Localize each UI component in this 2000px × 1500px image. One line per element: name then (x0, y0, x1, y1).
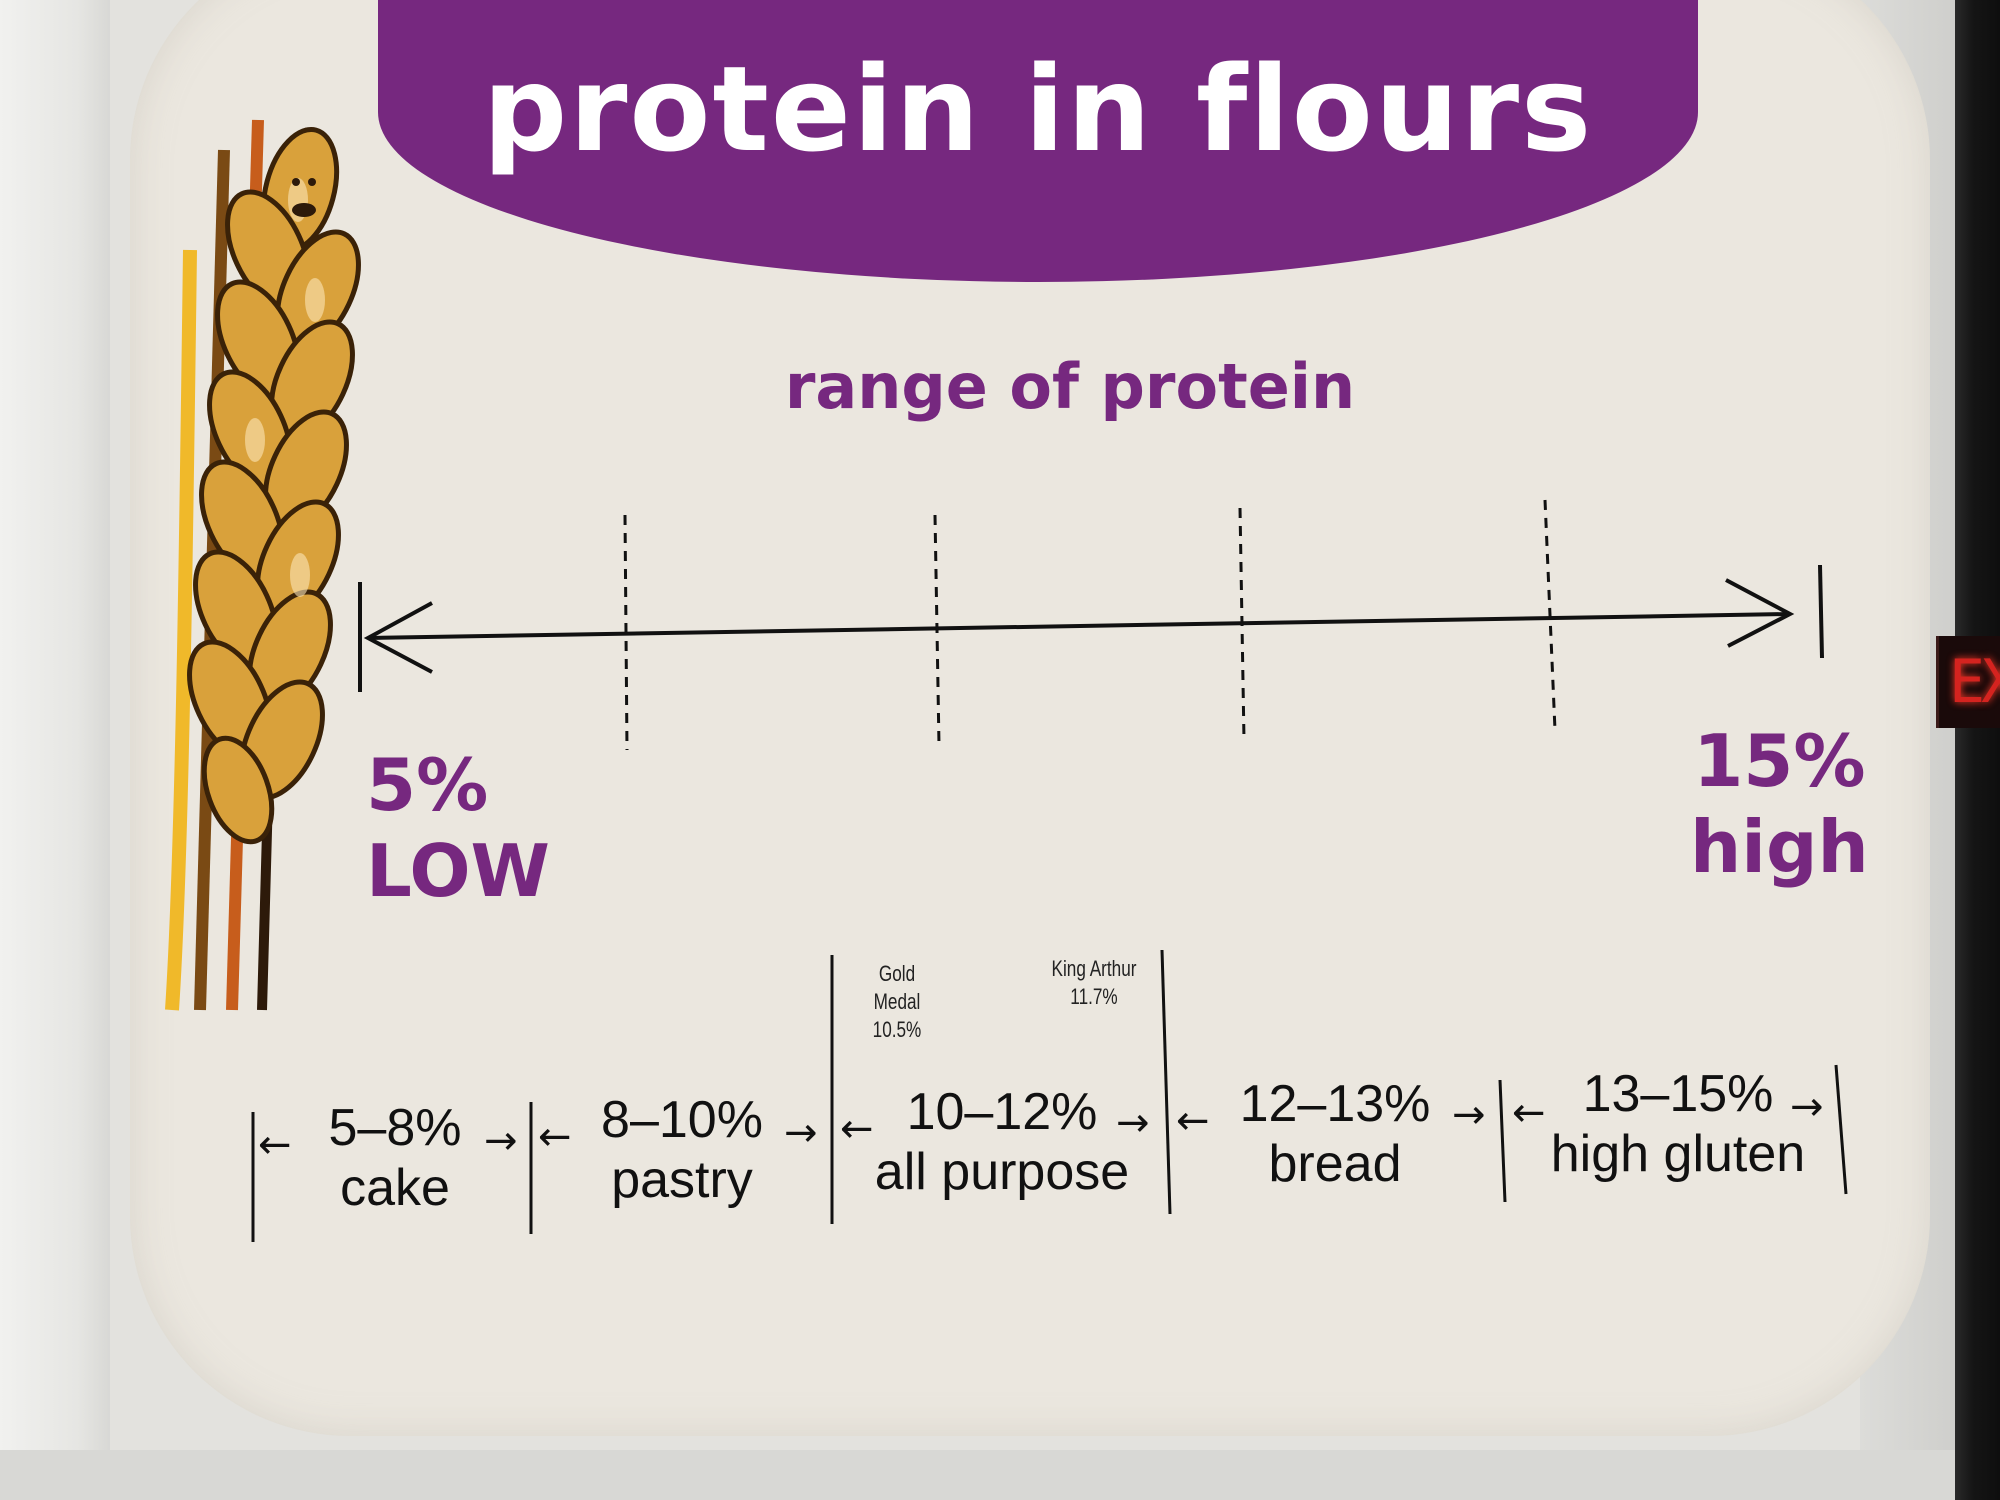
right-arrow-icon: → (484, 1118, 518, 1164)
brand-value: 10.5% (872, 1017, 922, 1042)
left-arrow-icon: ← (1512, 1090, 1546, 1136)
brand-name: Gold Medal (873, 961, 921, 1014)
range-percent: 12–13% (1239, 1075, 1431, 1133)
door-frame (1955, 0, 2000, 1500)
range-name: all purpose (874, 1143, 1130, 1201)
low-word: LOW (366, 829, 550, 913)
range-bread: 12–13% bread (1210, 1074, 1460, 1194)
left-arrow-icon: ← (538, 1114, 572, 1160)
range-pastry: 8–10% pastry (572, 1090, 792, 1210)
range-dividers (251, 949, 1848, 1242)
left-arrow-icon: ← (258, 1122, 292, 1168)
high-percent: 15% (1693, 719, 1866, 803)
title-banner (378, 0, 1698, 282)
exit-sign: EXIT (1936, 636, 2000, 728)
high-word: high (1690, 805, 1869, 889)
wheat-illustration (165, 119, 361, 1011)
brand-value: 11.7% (1070, 984, 1118, 1009)
range-high-gluten: 13–15% high gluten (1538, 1064, 1818, 1184)
brand-note-king-arthur: King Arthur 11.7% (1050, 955, 1137, 1011)
double-arrow-scale (358, 499, 1824, 751)
right-arrow-icon: → (1452, 1092, 1486, 1138)
brand-name: King Arthur (1051, 956, 1137, 981)
right-arrow-icon: → (784, 1110, 818, 1156)
range-name: cake (340, 1159, 450, 1217)
range-name: pastry (611, 1151, 753, 1209)
right-arrow-icon: → (1116, 1100, 1150, 1146)
left-arrow-icon: ← (1176, 1098, 1210, 1144)
range-all-purpose: 10–12% all purpose (872, 1082, 1132, 1202)
wall-bottom (0, 1450, 1960, 1500)
range-percent: 5–8% (328, 1099, 462, 1157)
range-percent: 8–10% (601, 1091, 763, 1149)
poster-title: protein in flours (482, 40, 1594, 178)
high-label: 15% high (1690, 718, 1869, 890)
range-name: high gluten (1550, 1125, 1806, 1183)
range-percent: 10–12% (906, 1083, 1098, 1141)
brand-note-gold-medal: Gold Medal 10.5% (854, 960, 940, 1044)
range-name: bread (1268, 1135, 1402, 1193)
low-label: 5% LOW (366, 742, 550, 914)
range-percent: 13–15% (1582, 1065, 1774, 1123)
right-arrow-icon: → (1790, 1084, 1824, 1130)
scale-subtitle: range of protein (784, 350, 1356, 423)
wall-left (0, 0, 110, 1500)
low-percent: 5% (366, 743, 489, 827)
left-arrow-icon: ← (840, 1106, 874, 1152)
range-cake: 5–8% cake (290, 1098, 500, 1218)
